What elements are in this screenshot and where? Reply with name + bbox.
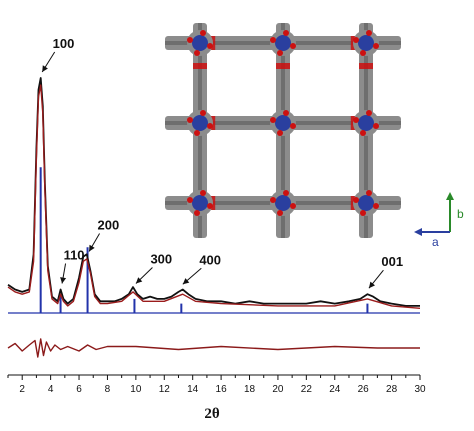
x-tick-label: 8: [105, 384, 111, 395]
axis-b-arrowhead: [446, 192, 454, 200]
x-tick-label: 30: [414, 384, 426, 395]
x-axis: 2 4 6 8 10 12 14 16 18 20 22 24 26 28 30: [7, 375, 426, 395]
framework-node: [270, 30, 296, 56]
peak-arrowhead: [368, 281, 375, 289]
peak-label-400: 400: [199, 252, 221, 267]
framework-node: [353, 110, 379, 136]
peak-labels: 100 110 200 300 400 001: [41, 36, 403, 289]
framework-node: [187, 190, 213, 216]
peak-label-110: 110: [64, 248, 85, 263]
peak-label-001: 001: [381, 254, 403, 269]
peak-arrowhead: [182, 278, 190, 285]
framework-node: [270, 110, 296, 136]
axis-b-label: b: [457, 207, 464, 221]
x-axis-title: 2θ: [204, 406, 220, 422]
axis-a-label: a: [432, 235, 439, 249]
x-tick-label: 14: [187, 384, 199, 395]
x-tick-label: 2: [19, 384, 25, 395]
x-tick-label: 12: [159, 384, 171, 395]
framework-node: [353, 30, 379, 56]
framework-node: [187, 110, 213, 136]
peak-arrowhead: [42, 65, 48, 72]
peak-arrowhead: [135, 277, 143, 284]
x-tick-label: 22: [301, 384, 313, 395]
x-tick-label: 16: [216, 384, 228, 395]
axis-a-arrowhead: [414, 228, 422, 236]
peak-arrowhead: [60, 277, 67, 284]
x-tick-label: 10: [130, 384, 142, 395]
framework-node: [353, 190, 379, 216]
crystal-structure-inset: [165, 23, 401, 238]
x-tick-label: 4: [48, 384, 54, 395]
peak-label-200: 200: [98, 218, 120, 233]
x-tick-label: 26: [358, 384, 370, 395]
experimental-pattern-line: [7, 77, 420, 307]
x-tick-label: 28: [386, 384, 398, 395]
x-tick-label: 20: [272, 384, 284, 395]
framework-node: [270, 190, 296, 216]
peak-label-100: 100: [53, 36, 75, 51]
fit-pattern-line: [7, 84, 421, 309]
x-tick-label: 6: [76, 384, 82, 395]
crystal-axes-indicator: b a: [414, 192, 464, 249]
peak-label-300: 300: [150, 252, 172, 267]
x-tick-label: 18: [244, 384, 256, 395]
x-tick-label: 24: [329, 384, 341, 395]
framework-node: [187, 30, 213, 56]
peak-arrowhead: [89, 244, 95, 252]
difference-pattern-line: [7, 338, 420, 358]
pattern-series: [7, 77, 421, 358]
